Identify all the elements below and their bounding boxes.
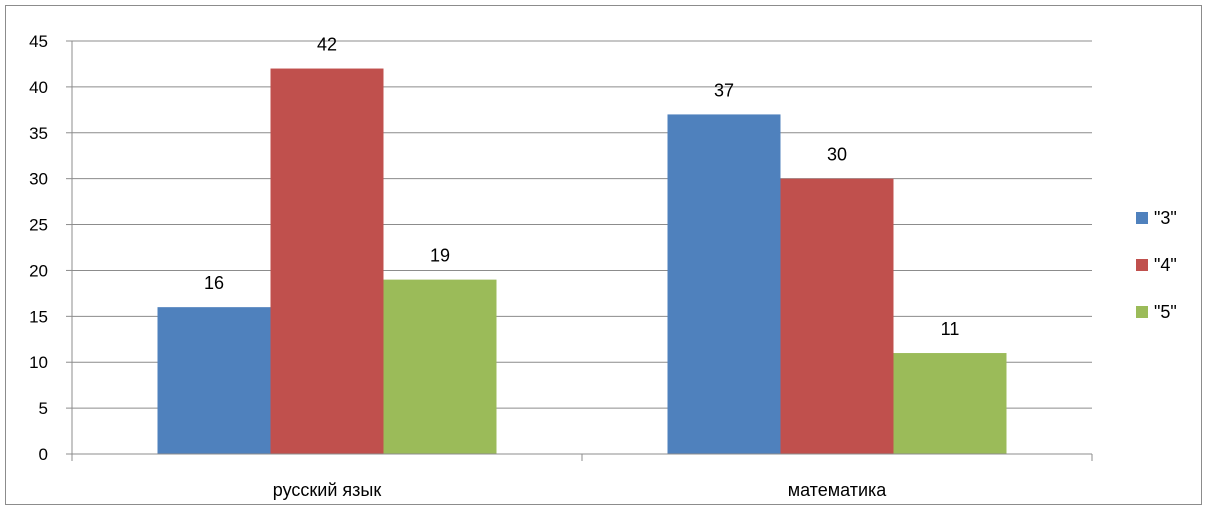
legend: "3" "4" "5"	[1136, 208, 1177, 322]
bar	[270, 68, 384, 455]
y-tick-label: 40	[29, 78, 48, 97]
y-tick-label: 30	[29, 170, 48, 189]
bar	[157, 307, 271, 454]
bar	[667, 114, 781, 454]
x-axis-categories: русский язык математика	[273, 480, 887, 500]
y-axis-ticks: 0 5 10 15 20 25 30 35 40 45	[29, 32, 48, 464]
y-tick-label: 0	[39, 445, 48, 464]
data-label: 11	[941, 319, 960, 339]
data-label: 37	[714, 80, 734, 100]
x-category-label: русский язык	[273, 480, 382, 500]
data-label: 19	[430, 246, 450, 266]
axes	[66, 40, 1093, 461]
bar	[893, 353, 1007, 454]
legend-label: "4"	[1154, 255, 1177, 275]
data-label: 16	[204, 273, 224, 293]
bar	[780, 178, 894, 454]
data-label: 42	[317, 35, 337, 55]
y-tick-label: 20	[29, 261, 48, 280]
data-label: 30	[827, 145, 847, 165]
legend-swatch	[1136, 212, 1148, 224]
data-labels: 16 42 19 37 30 11	[204, 35, 959, 340]
y-tick-label: 15	[29, 307, 48, 326]
y-tick-label: 10	[29, 353, 48, 372]
bar	[383, 279, 497, 454]
y-tick-label: 45	[29, 32, 48, 51]
x-category-label: математика	[788, 480, 888, 500]
y-tick-label: 5	[39, 399, 48, 418]
legend-label: "5"	[1154, 302, 1177, 322]
y-tick-label: 35	[29, 124, 48, 143]
bars-group	[157, 68, 1007, 455]
y-tick-label: 25	[29, 216, 48, 235]
legend-swatch	[1136, 259, 1148, 271]
legend-label: "3"	[1154, 208, 1177, 228]
legend-swatch	[1136, 306, 1148, 318]
